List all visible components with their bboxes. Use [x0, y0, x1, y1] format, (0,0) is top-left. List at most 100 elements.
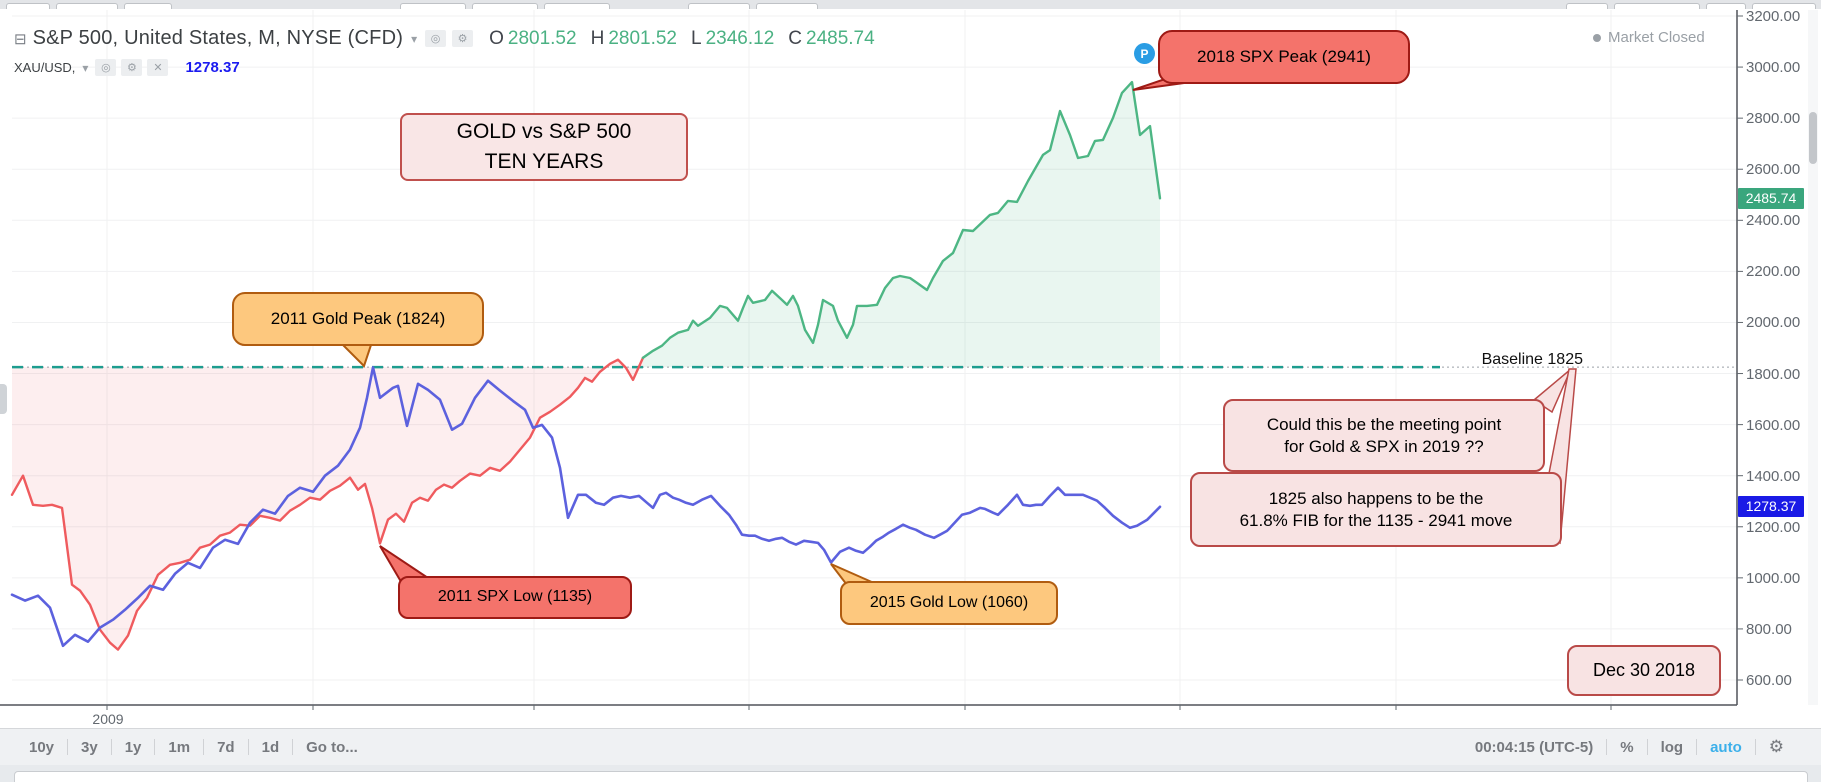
gold-peak-text: 2011 Gold Peak (1824) — [270, 309, 446, 329]
range-selector: 10y 3y 1y 1m 7d 1d Go to... — [16, 729, 371, 765]
price-axis-label: 2200.00 — [1746, 263, 1801, 281]
fib-line2: 61.8% FIB for the 1135 - 2941 move — [1239, 510, 1513, 530]
chevron-down-icon[interactable]: ▾ — [82, 60, 89, 75]
spx-below-baseline-fill — [12, 357, 643, 650]
spx-low-callout[interactable]: 2011 SPX Low (1135) — [398, 576, 632, 619]
spx-peak-text: 2018 SPX Peak (2941) — [1197, 47, 1371, 67]
top-toolbar-button[interactable] — [544, 3, 610, 9]
top-toolbar-button[interactable] — [1566, 3, 1608, 9]
market-status: Market Closed — [1593, 29, 1705, 46]
auto-scale-button[interactable]: auto — [1710, 738, 1742, 756]
chart-title-line2: TEN YEARS — [484, 150, 604, 173]
percent-scale-button[interactable]: % — [1620, 738, 1634, 756]
status-dot-icon — [1593, 33, 1601, 42]
bottom-toolbar: 10y 3y 1y 1m 7d 1d Go to... 00:04:15 (UT… — [0, 728, 1821, 766]
symbol-header: ⊟ S&P 500, United States, M, NYSE (CFD) … — [14, 27, 885, 50]
date-note-callout[interactable]: Dec 30 2018 — [1567, 645, 1721, 696]
close-label: C — [788, 27, 802, 49]
meeting-line1: Could this be the meeting point — [1266, 414, 1502, 434]
price-axis-label: 2400.00 — [1746, 212, 1801, 230]
price-axis-label: 2800.00 — [1746, 110, 1801, 128]
price-axis-label: 1200.00 — [1746, 518, 1801, 536]
collapse-icon[interactable]: ⊟ — [14, 30, 27, 48]
range-7d[interactable]: 7d — [217, 738, 235, 756]
sidebar-collapse-handle[interactable] — [0, 384, 7, 414]
date-note-text: Dec 30 2018 — [1592, 659, 1696, 680]
spx-low-text: 2011 SPX Low (1135) — [437, 588, 593, 606]
high-value: 2801.52 — [608, 27, 677, 49]
price-axis-label: 600.00 — [1746, 672, 1792, 689]
meeting-point-callout[interactable]: Could this be the meeting point for Gold… — [1223, 399, 1545, 472]
settings-gear-icon[interactable]: ⚙ — [1768, 737, 1784, 756]
top-toolbar-button[interactable] — [400, 3, 466, 9]
low-label: L — [691, 27, 702, 49]
fib-note-callout[interactable]: 1825 also happens to be the 61.8% FIB fo… — [1190, 472, 1562, 547]
range-3y[interactable]: 3y — [81, 738, 98, 756]
spx-line-below[interactable] — [10, 356, 645, 651]
range-1y[interactable]: 1y — [124, 738, 142, 756]
source-icon[interactable]: ◎ — [425, 30, 447, 47]
goto-button[interactable]: Go to... — [306, 738, 358, 756]
spx-line-above[interactable] — [641, 80, 1162, 359]
gear-icon[interactable]: ⚙ — [452, 30, 474, 47]
price-axis-label: 3000.00 — [1746, 59, 1801, 77]
market-status-label: Market Closed — [1608, 29, 1705, 46]
gold-peak-callout[interactable]: 2011 Gold Peak (1824) — [232, 292, 484, 346]
top-toolbar-button[interactable] — [472, 3, 538, 9]
gold-line[interactable] — [10, 366, 1162, 648]
price-axis-label: 1800.00 — [1746, 365, 1801, 383]
clock-label[interactable]: 00:04:15 (UTC-5) — [1474, 738, 1594, 756]
top-toolbar-button[interactable] — [1752, 3, 1816, 9]
symbol-title[interactable]: S&P 500, United States, M, NYSE (CFD) — [32, 27, 404, 49]
top-toolbar-button[interactable] — [756, 3, 818, 9]
range-1m[interactable]: 1m — [168, 738, 191, 756]
log-scale-button[interactable]: log — [1660, 738, 1684, 756]
top-toolbar-button[interactable] — [56, 3, 118, 9]
publish-badge[interactable]: P — [1134, 43, 1155, 64]
source-icon[interactable]: ◎ — [95, 59, 117, 76]
top-toolbar-button[interactable] — [124, 3, 172, 9]
bottom-panel-cutoff — [0, 765, 1821, 782]
spx-above-baseline-fill — [643, 82, 1160, 368]
ohlc-values: O 2801.52 H 2801.52 L 2346.12 C 2485.74 — [489, 28, 885, 50]
scrollbar-thumb[interactable] — [1809, 112, 1817, 164]
spx-price-tag: 2485.74 — [1738, 188, 1804, 209]
time-axis-year-label: 2009 — [92, 711, 124, 727]
baseline-label[interactable]: Baseline 1825 — [1481, 351, 1583, 368]
range-10y[interactable]: 10y — [29, 738, 55, 756]
top-toolbar-button[interactable] — [1614, 3, 1700, 9]
top-toolbar-button[interactable] — [6, 3, 50, 9]
bottom-panel — [14, 771, 1808, 782]
price-axis-label: 2600.00 — [1746, 161, 1801, 179]
fib-line1: 1825 also happens to be the — [1268, 488, 1484, 508]
open-value: 2801.52 — [507, 27, 577, 49]
top-toolbar-button[interactable] — [1706, 3, 1746, 9]
gold-price-tag: 1278.37 — [1738, 496, 1804, 517]
compare-symbol-title[interactable]: XAU/USD, — [14, 60, 76, 75]
meeting-line2: for Gold & SPX in 2019 ?? — [1284, 436, 1484, 456]
top-toolbar-button[interactable] — [688, 3, 750, 9]
compare-symbol-value: 1278.37 — [185, 59, 240, 76]
top-toolbar-cutoff — [0, 0, 1821, 9]
chart-title-line1: GOLD vs S&P 500 — [456, 119, 632, 143]
price-axis-label: 800.00 — [1746, 620, 1792, 638]
price-axis-label: 1400.00 — [1746, 467, 1801, 485]
vertical-scrollbar[interactable] — [1808, 10, 1818, 705]
spx-low-callout-tail[interactable] — [379, 545, 431, 582]
spx-peak-callout[interactable]: 2018 SPX Peak (2941) — [1158, 30, 1410, 84]
close-icon[interactable]: ✕ — [147, 59, 169, 76]
gear-icon[interactable]: ⚙ — [121, 59, 143, 76]
price-axis-label: 3200.00 — [1746, 8, 1801, 25]
chevron-down-icon[interactable]: ▾ — [411, 31, 418, 46]
low-value: 2346.12 — [705, 27, 775, 49]
price-axis-label: 1600.00 — [1746, 416, 1801, 434]
gold-low-callout[interactable]: 2015 Gold Low (1060) — [840, 581, 1058, 625]
price-axis-label: 2000.00 — [1746, 314, 1801, 332]
range-1d[interactable]: 1d — [261, 738, 280, 756]
gold-low-text: 2015 Gold Low (1060) — [869, 593, 1029, 611]
compare-symbol-row: XAU/USD, ▾ ◎ ⚙ ✕ 1278.37 — [14, 59, 240, 76]
close-value: 2485.74 — [806, 27, 875, 49]
chart-title-callout[interactable]: GOLD vs S&P 500 TEN YEARS — [400, 113, 688, 181]
